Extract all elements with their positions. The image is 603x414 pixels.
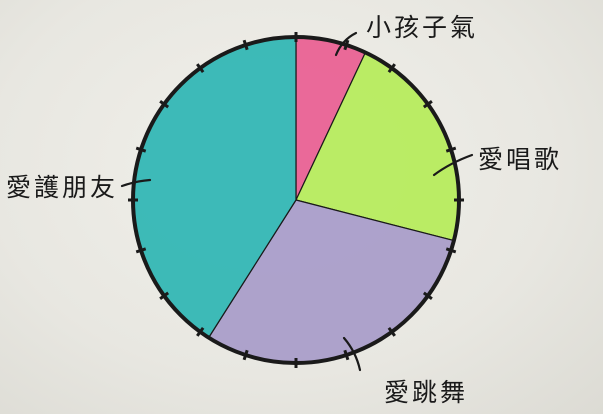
tick-mark [445, 146, 457, 153]
tick-mark [196, 326, 205, 337]
leader-line-xiaohaiziqi [334, 31, 358, 57]
tick-mark [445, 247, 457, 254]
tick-mark [159, 100, 170, 109]
tick-mark [135, 146, 147, 153]
tick-mark [242, 349, 249, 361]
pie-slices [132, 36, 460, 364]
leader-line-aihupengyou [120, 178, 152, 188]
leader-line-aichangge [432, 153, 474, 177]
tick-mark [242, 39, 249, 51]
leader-line-aitiaowu [342, 336, 362, 372]
pie-tick-marks [128, 32, 464, 368]
slice-label-aihupengyou: 愛護朋友 [6, 173, 118, 202]
slice-label-aitiaowu: 愛跳舞 [384, 378, 468, 407]
tick-mark [387, 63, 396, 74]
tick-mark [135, 247, 147, 254]
tick-mark [387, 326, 396, 337]
slice-label-xiaohaiziqi: 小孩子氣 [366, 13, 478, 42]
tick-mark [422, 291, 433, 300]
slice-label-aichangge: 愛唱歌 [478, 145, 562, 174]
tick-mark [196, 63, 205, 74]
tick-mark [343, 39, 350, 51]
tick-mark [422, 100, 433, 109]
tick-mark [159, 291, 170, 300]
tick-mark [343, 349, 350, 361]
